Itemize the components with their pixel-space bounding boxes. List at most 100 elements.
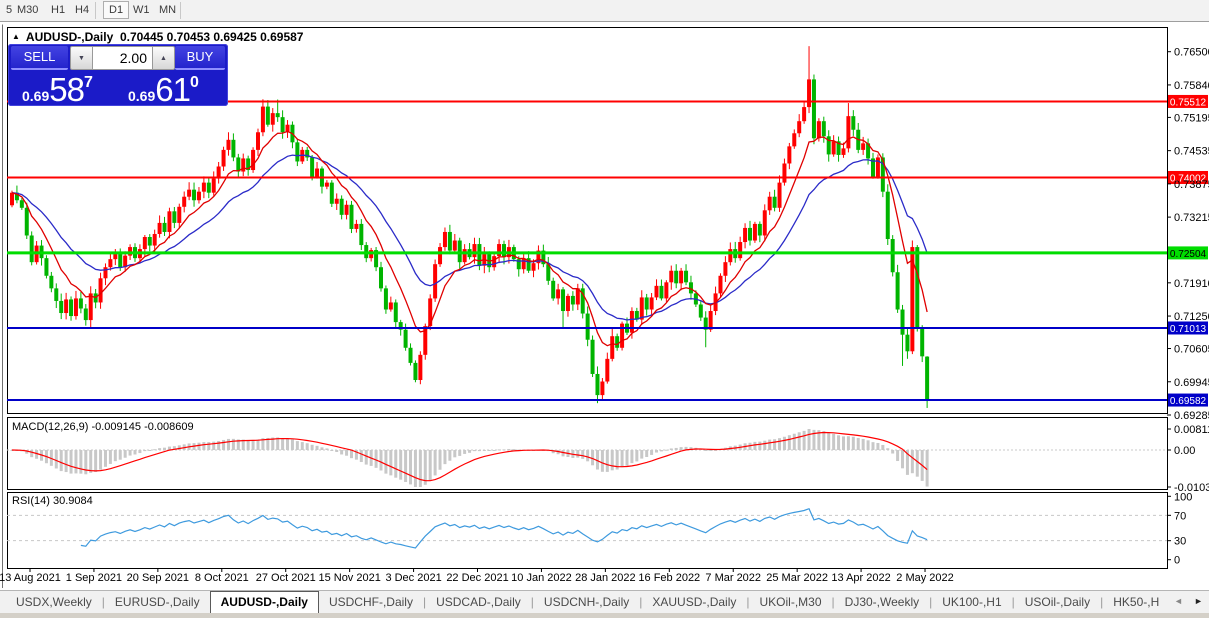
timeframe-button-h4[interactable]: H4 xyxy=(75,4,90,16)
candle-body xyxy=(251,149,256,171)
candle-body xyxy=(698,304,703,318)
timeframe-button-h1[interactable]: H1 xyxy=(51,4,66,16)
candle-body xyxy=(561,289,566,312)
date-axis-label: 27 Oct 2021 xyxy=(256,572,316,584)
macd-bar xyxy=(59,450,63,472)
sell-button[interactable]: SELL xyxy=(11,46,68,70)
macd-bar xyxy=(664,449,668,451)
sell-price[interactable]: 0.69587 xyxy=(22,71,93,108)
tab-uk100-h1[interactable]: UK100-,H1 xyxy=(942,595,1002,609)
macd-bar xyxy=(674,447,678,450)
buy-price[interactable]: 0.69610 xyxy=(128,71,199,108)
macd-bar xyxy=(69,450,73,474)
ma-fast-line xyxy=(11,130,928,347)
macd-bar xyxy=(502,449,506,451)
price-tag-0.71013 xyxy=(1168,321,1208,335)
macd-bar xyxy=(74,450,78,474)
buy-button[interactable]: BUY xyxy=(175,46,225,70)
chart-ohlc-values: 0.70445 0.70453 0.69425 0.69587 xyxy=(119,30,304,44)
candle-body xyxy=(718,275,723,294)
timeframe-button-m30[interactable]: M30 xyxy=(17,4,39,16)
tab-scroll-left-icon[interactable]: ◄ xyxy=(1174,596,1183,606)
macd-bar xyxy=(832,433,836,450)
tab-usdchf-daily[interactable]: USDCHF-,Daily xyxy=(328,595,413,609)
candle-body xyxy=(103,267,108,279)
tab-ukoil-m30[interactable]: UKOil-,M30 xyxy=(759,595,822,609)
macd-bar xyxy=(871,442,875,450)
macd-bar xyxy=(113,450,117,462)
tab-usdx-weekly[interactable]: USDX,Weekly xyxy=(16,595,92,609)
rsi-pane[interactable] xyxy=(7,492,1168,569)
date-axis-label: 8 Oct 2021 xyxy=(195,572,249,584)
tab-audusd-daily[interactable]: AUDUSD-,Daily xyxy=(209,591,319,614)
macd-bar xyxy=(177,445,181,450)
candle-body xyxy=(275,113,280,118)
macd-bar xyxy=(138,450,142,454)
price-tag-0.72504 xyxy=(1168,246,1208,260)
tab-xauusd-daily[interactable]: XAUUSD-,Daily xyxy=(652,595,737,609)
tab-scroll-right-icon[interactable]: ► xyxy=(1194,596,1203,606)
tab-usdcnh-daily[interactable]: USDCNH-,Daily xyxy=(543,595,630,609)
candle-body xyxy=(807,79,812,108)
rsi-axis-label: 0 xyxy=(1174,555,1180,567)
macd-bar xyxy=(226,438,230,450)
volume-input[interactable] xyxy=(93,46,152,70)
rsi-axis-label: 70 xyxy=(1174,510,1186,522)
tab-hk50-h[interactable]: HK50-,H xyxy=(1113,595,1160,609)
macd-bar xyxy=(586,450,590,462)
candle-body xyxy=(575,288,580,305)
candle-body xyxy=(516,259,521,270)
candle-body xyxy=(684,270,689,283)
candle-body xyxy=(374,250,379,268)
candle-body xyxy=(821,121,826,137)
macd-axis-label: 0.00811 xyxy=(1174,424,1209,436)
macd-bar xyxy=(349,450,353,459)
candle-body xyxy=(723,262,728,276)
candle-body xyxy=(211,178,216,193)
volume-increase-button[interactable]: ▲ xyxy=(152,46,175,70)
macd-bar xyxy=(463,450,467,454)
timeframe-button-mn[interactable]: MN xyxy=(159,4,177,16)
candle-body xyxy=(777,182,782,208)
candle-body xyxy=(403,329,408,348)
tab-usdcad-daily[interactable]: USDCAD-,Daily xyxy=(436,595,521,609)
candle-body xyxy=(536,250,541,264)
tab-eurusd-daily[interactable]: EURUSD-,Daily xyxy=(114,595,200,609)
macd-bar xyxy=(118,450,122,460)
macd-bar xyxy=(748,442,752,450)
macd-bar xyxy=(25,450,29,454)
timeframe-button-5[interactable]: 5 xyxy=(6,4,13,16)
timeframe-button-w1[interactable]: W1 xyxy=(133,4,150,16)
price-axis-label: 0.75195 xyxy=(1174,112,1209,124)
candle-body xyxy=(123,255,128,268)
candle-body xyxy=(98,278,103,303)
macd-bar xyxy=(108,450,112,464)
tab-dj30-weekly[interactable]: DJ30-,Weekly xyxy=(844,595,920,609)
candle-body xyxy=(64,299,69,314)
macd-bar xyxy=(394,450,398,478)
price-tag-0.69582 xyxy=(1168,393,1208,407)
tab-separator: | xyxy=(530,595,534,609)
candle-body xyxy=(457,240,462,263)
macd-bar xyxy=(64,450,68,473)
timeframe-button-d1[interactable]: D1 xyxy=(103,1,130,19)
macd-bar xyxy=(851,436,855,450)
macd-bar xyxy=(345,450,349,456)
buy-price-pip: 0 xyxy=(189,74,199,91)
candle-body xyxy=(752,223,757,241)
macd-bar xyxy=(615,450,619,470)
volume-decrease-button[interactable]: ▼ xyxy=(70,46,93,70)
one-click-panel-toggle-icon[interactable]: ▲ xyxy=(12,32,20,41)
macd-bar xyxy=(600,450,604,472)
candle-body xyxy=(452,240,457,251)
candle-body xyxy=(792,133,797,147)
candle-body xyxy=(644,297,649,310)
macd-bar xyxy=(610,450,614,471)
candle-body xyxy=(177,206,182,223)
macd-bar xyxy=(163,447,167,450)
candle-body xyxy=(861,143,866,150)
price-axis-label: 0.73875 xyxy=(1174,179,1209,191)
macd-bar xyxy=(143,450,147,452)
tab-usoil-daily[interactable]: USOil-,Daily xyxy=(1024,595,1091,609)
